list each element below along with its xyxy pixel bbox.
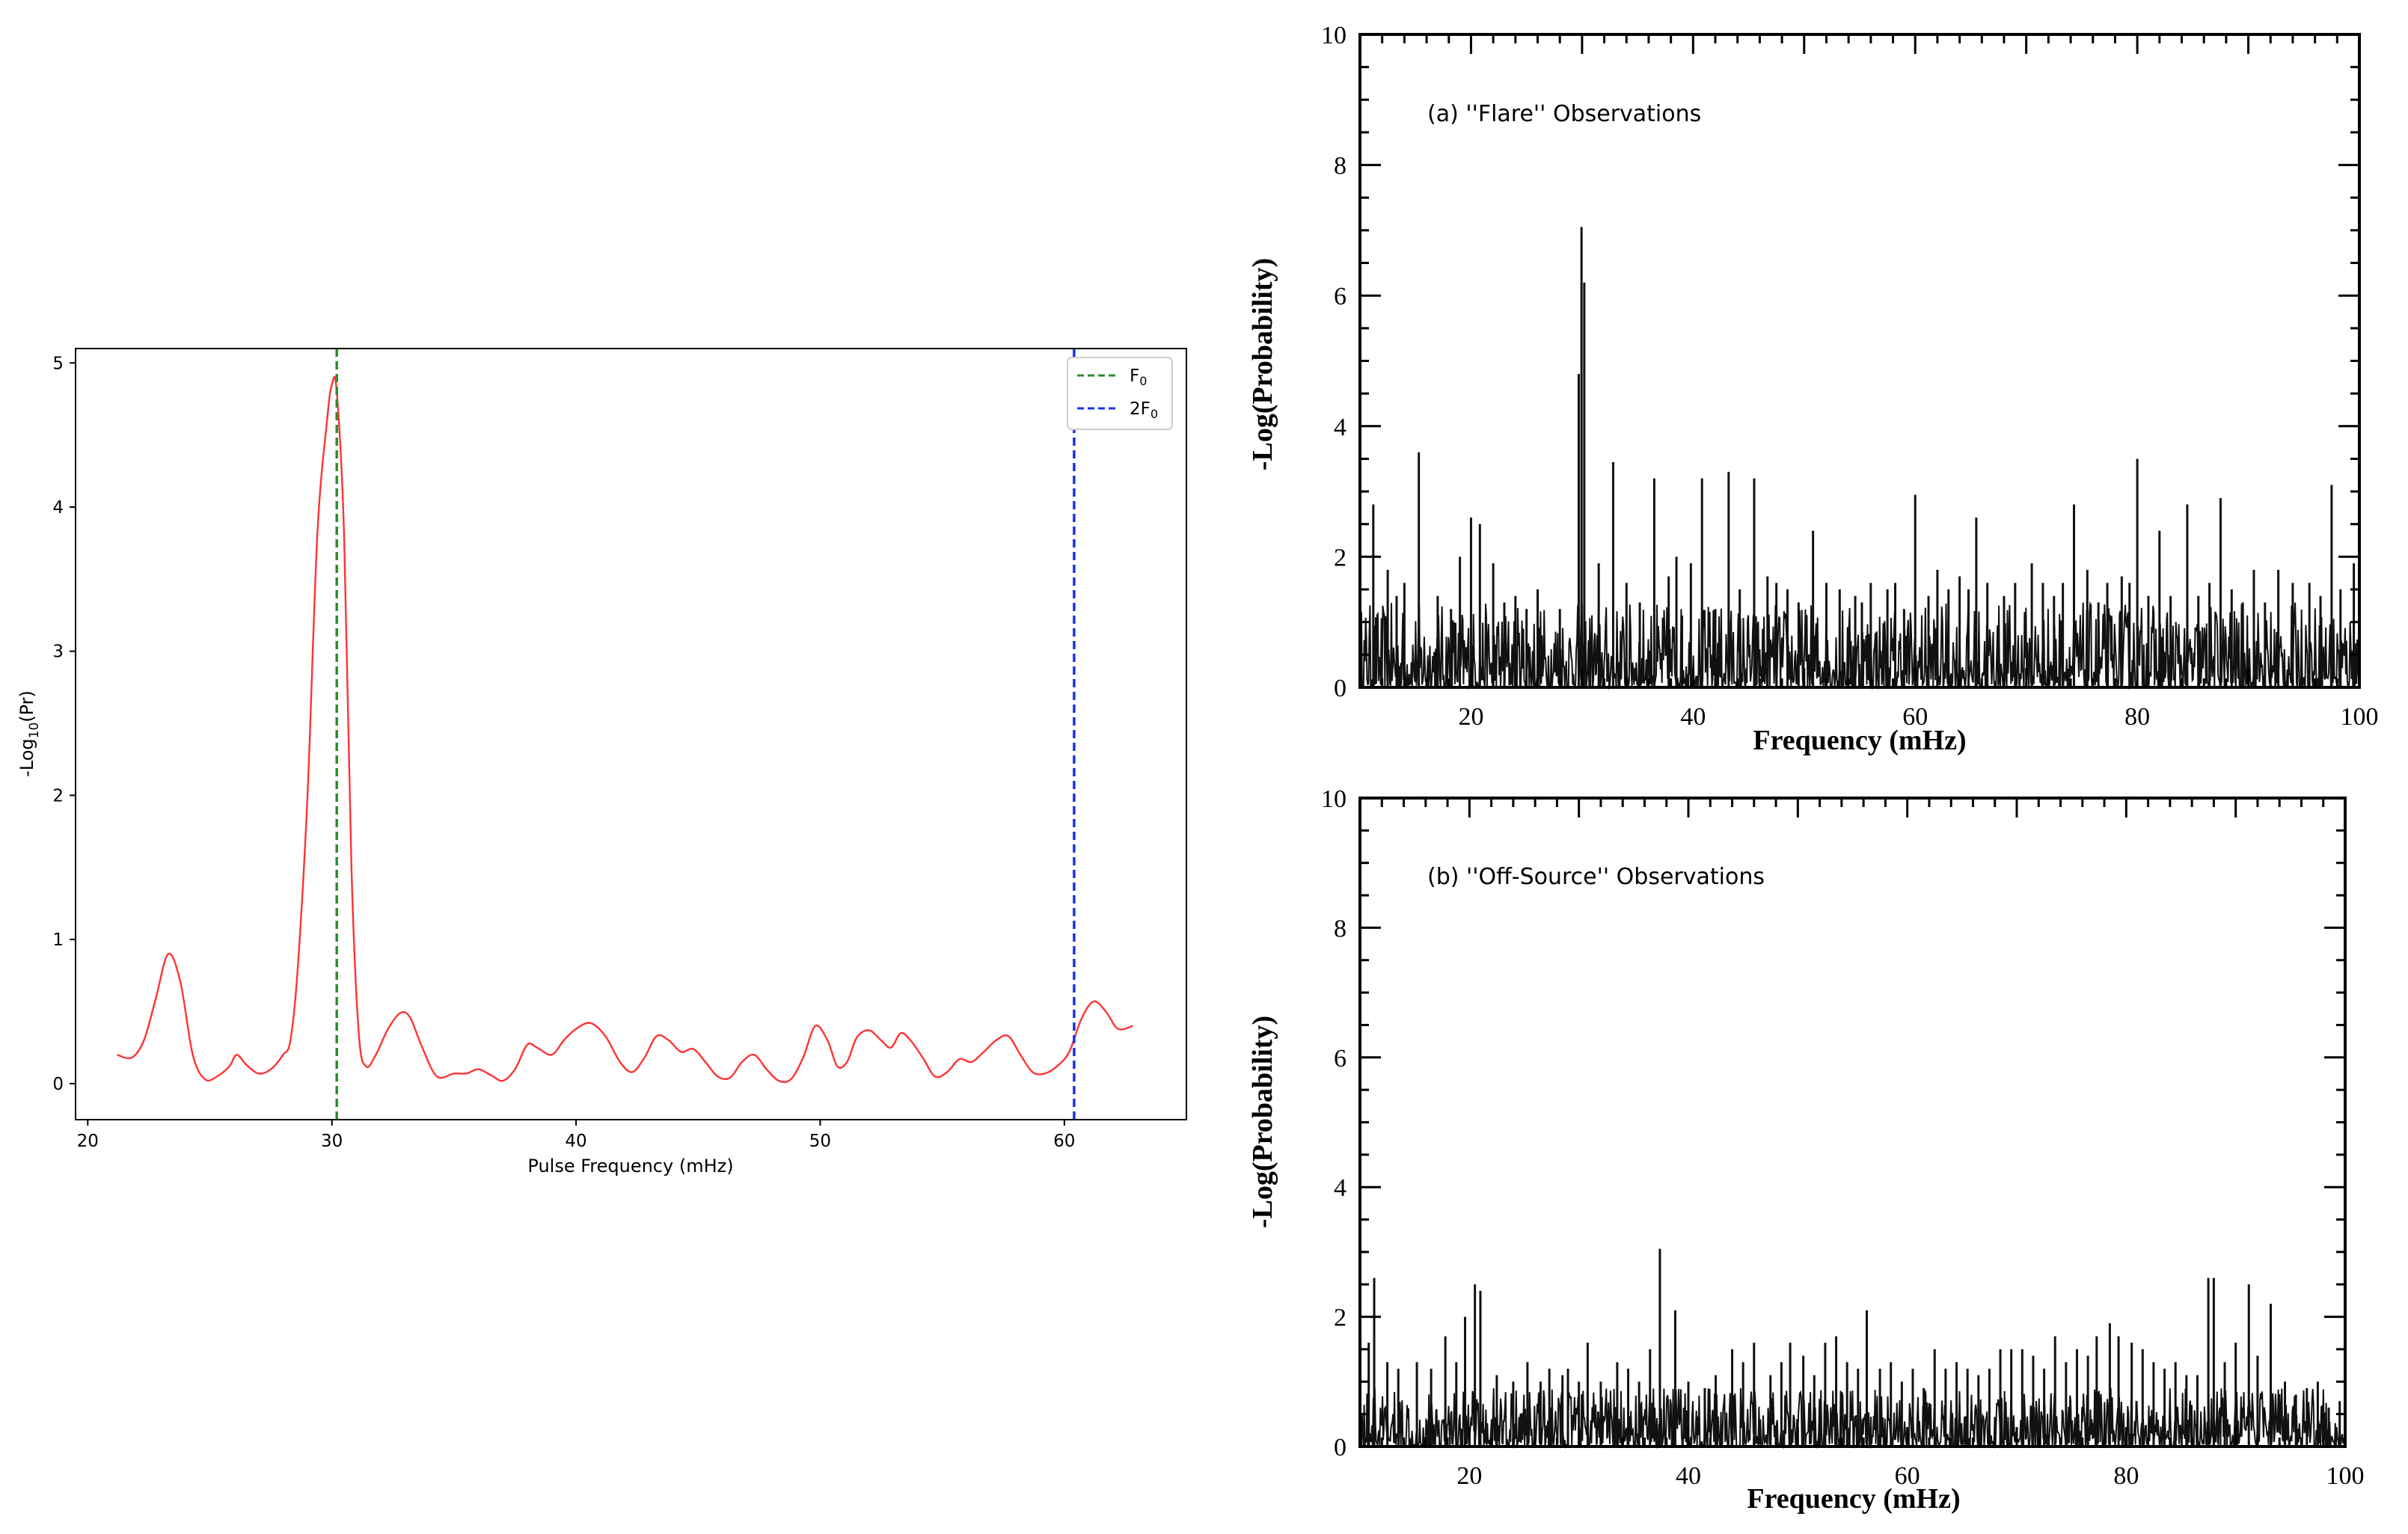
flare-y-ticks: 0 2 4 6 8 10 [1321, 22, 2359, 702]
x-tick-label: 80 [2124, 703, 2150, 731]
y-tick-label: 0 [1334, 1434, 1347, 1461]
x-tick-label: 20 [1458, 703, 1483, 731]
x-tick-label: 60 [1902, 703, 1928, 731]
left-plot-area [117, 349, 1133, 1120]
x-tick-label: 20 [1456, 1462, 1482, 1490]
left-y-axis-label: -Log10(Pr) [16, 690, 42, 777]
y-tick-label: 8 [1334, 915, 1347, 942]
left-y-label-prefix: -Log [16, 738, 37, 777]
off-source-y-ticks: 0 2 4 6 8 10 [1321, 785, 2345, 1461]
x-tick-label: 20 [77, 1132, 99, 1151]
left-y-label-subscript: 10 [27, 722, 42, 739]
left-legend: F0 2F0 [1067, 357, 1173, 430]
off-source-x-ticks: 20 40 60 80 100 [1358, 798, 2365, 1490]
legend-2f0-base: 2F [1130, 399, 1151, 419]
y-tick-label: 3 [52, 642, 64, 662]
flare-chart: 20 40 60 80 100 0 2 4 6 8 10 (a) ''Flare'' Observ… [1247, 22, 2379, 756]
x-tick-label: 100 [2326, 1462, 2365, 1490]
left-x-axis-label: Pulse Frequency (mHz) [527, 1156, 733, 1176]
y-tick-label: 6 [1334, 1045, 1347, 1073]
x-tick-label: 100 [2341, 703, 2379, 731]
y-tick-label: 4 [52, 498, 64, 518]
off-source-title: (b) ''Off-Source'' Observations [1427, 864, 1765, 890]
y-tick-label: 10 [1321, 785, 1347, 813]
off-source-y-axis-label: -Log(Probability) [1247, 1016, 1278, 1228]
legend-f0-sub: 0 [1139, 374, 1147, 388]
x-tick-label: 40 [1676, 1462, 1701, 1490]
off-source-chart: 20 40 60 80 100 0 2 4 6 8 10 (b) ''Off-Source'' O… [1247, 785, 2365, 1515]
y-tick-label: 0 [52, 1075, 64, 1094]
y-tick-label: 2 [52, 786, 64, 806]
legend-f0-label: F0 [1130, 366, 1147, 388]
flare-title: (a) ''Flare'' Observations [1427, 101, 1701, 127]
legend-f0-base: F [1130, 366, 1139, 386]
y-tick-label: 1 [52, 930, 64, 950]
legend-2f0-label: 2F0 [1130, 399, 1158, 421]
x-tick-label: 60 [1053, 1132, 1075, 1151]
y-tick-label: 2 [1334, 1304, 1347, 1332]
flare-y-axis-label: -Log(Probability) [1247, 258, 1278, 470]
y-tick-label: 8 [1334, 153, 1347, 180]
noise-trace [1359, 1387, 2346, 1449]
x-tick-label: 80 [2113, 1462, 2139, 1490]
left-axes-frame [75, 348, 1187, 1120]
y-tick-label: 5 [52, 354, 64, 373]
y-tick-label: 0 [1334, 675, 1347, 702]
off-source-x-axis-label: Frequency (mHz) [1747, 1483, 1960, 1515]
y-tick-label: 4 [1334, 414, 1347, 441]
y-tick-label: 2 [1334, 544, 1347, 571]
y-tick-label: 10 [1321, 22, 1347, 49]
y-tick-label: 6 [1334, 283, 1347, 310]
series-line-pulse-probability [117, 375, 1133, 1083]
x-tick-label: 60 [1895, 1462, 1920, 1490]
left-y-label-suffix: (Pr) [16, 690, 37, 722]
x-tick-label: 30 [321, 1132, 343, 1151]
left-x-ticks: 20 30 40 50 60 [77, 1120, 1075, 1151]
x-tick-label: 50 [809, 1132, 831, 1151]
x-tick-label: 40 [565, 1132, 586, 1151]
flare-x-axis-label: Frequency (mHz) [1753, 725, 1966, 756]
x-tick-label: 40 [1680, 703, 1706, 731]
off-source-plot-area [1359, 1248, 2346, 1449]
flare-x-ticks: 20 40 60 80 100 [1358, 34, 2379, 731]
y-tick-label: 4 [1334, 1174, 1347, 1202]
left-y-ticks: 0 1 2 3 4 5 [52, 354, 76, 1094]
legend-2f0-sub: 0 [1151, 407, 1158, 421]
flare-plot-area [1359, 227, 2360, 690]
